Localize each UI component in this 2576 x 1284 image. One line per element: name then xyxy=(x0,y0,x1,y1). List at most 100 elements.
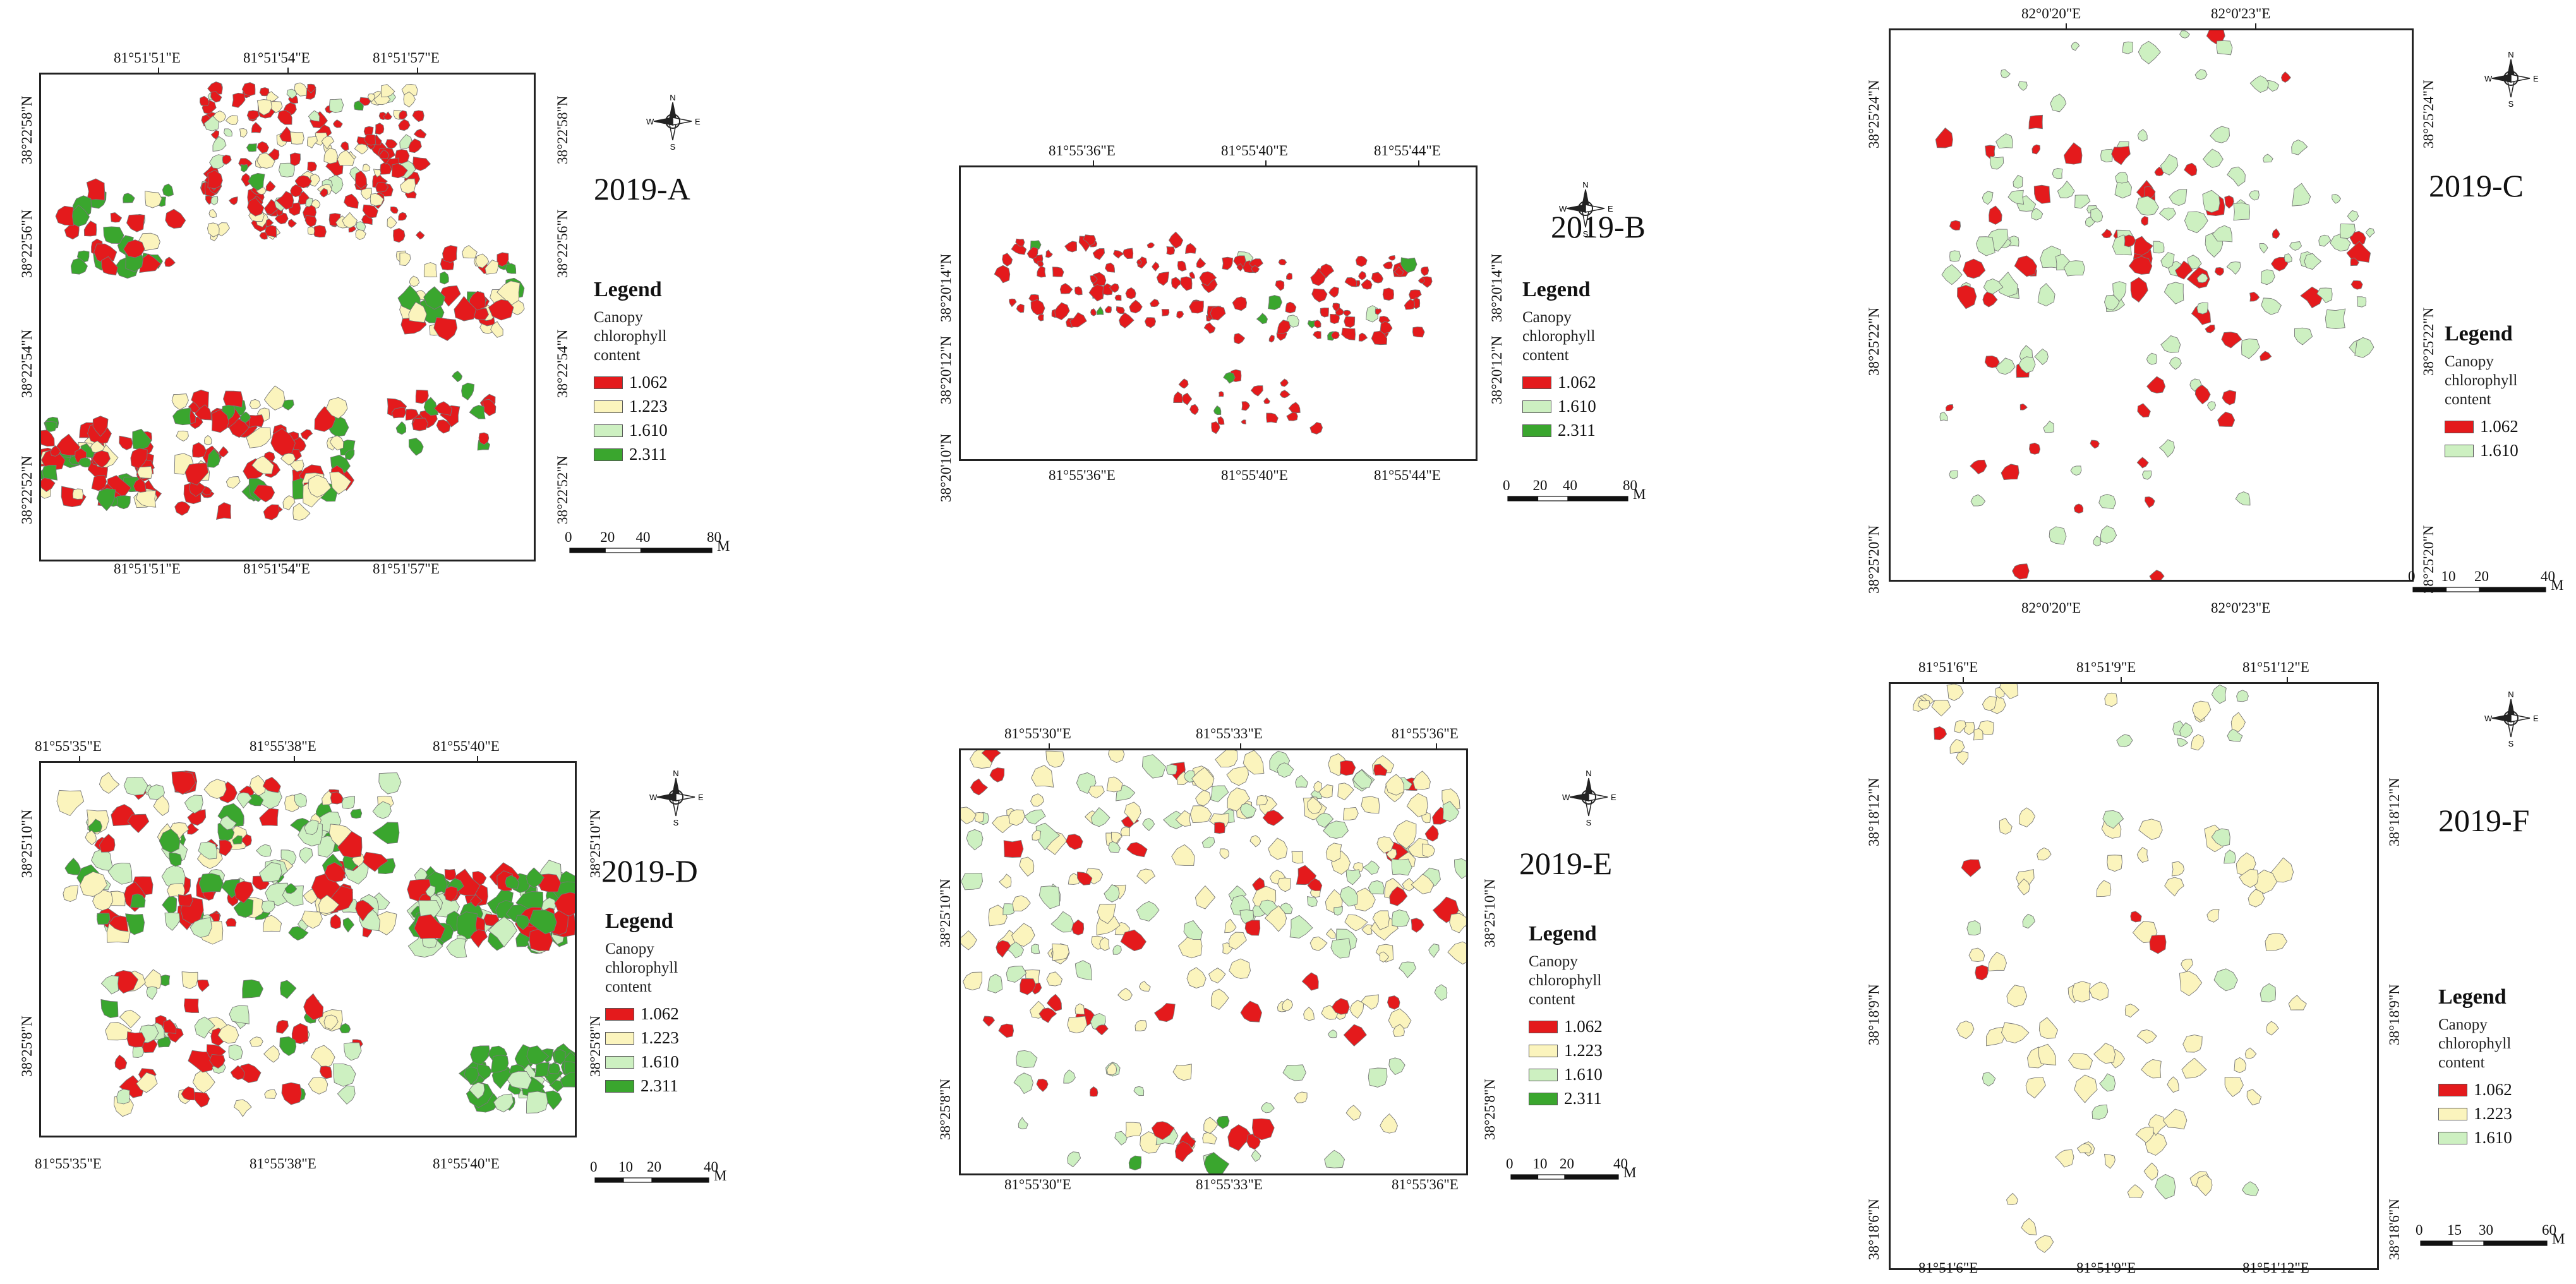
tree-canopy-1-610 xyxy=(2141,471,2152,480)
tree-canopy-1-062 xyxy=(1382,287,1394,301)
tree-canopy-1-062 xyxy=(1217,416,1225,425)
tree-canopy-1-223 xyxy=(1045,750,1065,768)
tree-canopy-1-062 xyxy=(1214,822,1225,834)
tree-canopy-1-062 xyxy=(391,163,408,179)
tree-canopy-1-062 xyxy=(1077,872,1093,885)
top-longitude-label: 81°55'36"E xyxy=(1049,143,1116,159)
tree-canopy-1-610 xyxy=(372,801,392,819)
tree-canopy-1-062 xyxy=(1090,275,1098,284)
tree-canopy-1-610 xyxy=(1112,944,1122,955)
tree-canopy-1-062 xyxy=(1059,283,1073,294)
scale-bar-label: 10 xyxy=(618,1159,633,1175)
legend-swatch xyxy=(2438,1131,2467,1144)
tree-canopy-1-062 xyxy=(248,414,265,428)
tree-canopy-1-610 xyxy=(294,793,308,808)
tree-canopy-1-610 xyxy=(286,88,298,99)
right-latitude-label: 38°25'24"N xyxy=(2421,80,2436,148)
tree-canopy-1-062 xyxy=(398,119,411,131)
tree-canopy-1-610 xyxy=(209,154,226,169)
tree-canopy-1-223 xyxy=(1917,700,1930,710)
tree-canopy-1-223 xyxy=(1352,862,1364,872)
tree-canopy-2-311 xyxy=(232,835,243,845)
tree-canopy-1-062 xyxy=(209,1053,226,1069)
legend-item: 2.311 xyxy=(605,1076,678,1096)
compass-point xyxy=(2491,74,2512,83)
tree-canopy-1-223 xyxy=(999,873,1012,889)
tree-canopy-1-062 xyxy=(2184,162,2198,177)
tree-canopy-1-062 xyxy=(1268,334,1275,343)
tree-canopy-1-062 xyxy=(1371,330,1388,345)
tree-canopy-2-311 xyxy=(162,183,174,197)
tree-canopy-1-062 xyxy=(2019,404,2028,411)
scale-bar-segment xyxy=(594,1177,624,1183)
tree-canopy-1-062 xyxy=(1203,322,1216,334)
tree-canopy-1-223 xyxy=(2271,857,2294,883)
legend-item-label: 1.062 xyxy=(2480,417,2519,436)
tree-canopy-1-062 xyxy=(192,442,207,458)
tree-canopy-1-610 xyxy=(1391,858,1412,876)
panel-title: 2019-C xyxy=(2429,168,2524,203)
map-frame-e xyxy=(959,748,1468,1175)
tree-canopy-1-062 xyxy=(1236,263,1244,272)
tree-canopy-1-610 xyxy=(2260,983,2277,1002)
legend-swatch xyxy=(594,400,623,413)
tree-canopy-1-062 xyxy=(469,291,486,311)
left-latitude-label: 38°18'12"N xyxy=(1866,777,1882,846)
tree-canopy-1-062 xyxy=(289,152,301,166)
tree-canopy-2-311 xyxy=(88,819,102,833)
tree-canopy-1-223 xyxy=(1008,809,1025,826)
bottom-longitude-label: 81°55'40"E xyxy=(433,1156,500,1172)
tree-canopy-1-062 xyxy=(126,214,145,232)
scale-bar-segment xyxy=(2479,587,2546,592)
tree-canopy-1-223 xyxy=(1243,750,1265,775)
tree-canopy-2-311 xyxy=(288,926,309,941)
tree-canopy-1-062 xyxy=(1147,242,1155,249)
tree-canopy-1-223 xyxy=(2001,1022,2030,1043)
tree-canopy-1-223 xyxy=(1349,1000,1364,1019)
tree-canopy-1-062 xyxy=(1199,271,1217,286)
top-longitude-label: 81°55'40"E xyxy=(433,738,500,754)
tree-canopy-1-223 xyxy=(992,815,1015,834)
graticule-tick xyxy=(1093,160,1094,165)
tree-canopy-1-610 xyxy=(2100,148,2113,163)
legend-item-label: 2.311 xyxy=(1558,421,1596,440)
canopy-map-f xyxy=(1913,684,2307,1253)
tree-canopy-1-062 xyxy=(330,791,344,805)
tree-canopy-1-062 xyxy=(982,1016,996,1027)
tree-canopy-1-223 xyxy=(2021,1218,2037,1235)
tree-canopy-1-223 xyxy=(1135,1020,1147,1031)
tree-canopy-2-311 xyxy=(440,271,449,285)
tree-canopy-1-610 xyxy=(265,882,291,906)
tree-canopy-1-062 xyxy=(478,432,490,445)
tree-canopy-1-062 xyxy=(1358,271,1367,280)
tree-canopy-1-062 xyxy=(2090,440,2100,449)
graticule-tick xyxy=(1240,743,1241,748)
tree-canopy-1-062 xyxy=(1065,834,1083,850)
compass-ring xyxy=(2503,71,2519,86)
tree-canopy-2-311 xyxy=(123,193,135,203)
tree-canopy-1-223 xyxy=(1949,738,1965,754)
tree-canopy-1-062 xyxy=(1970,459,1987,475)
tree-canopy-2-311 xyxy=(207,448,220,468)
tree-canopy-1-223 xyxy=(264,1089,277,1099)
tree-canopy-1-062 xyxy=(444,868,457,881)
tree-canopy-1-062 xyxy=(2349,231,2366,247)
tree-canopy-2-311 xyxy=(469,405,486,419)
tree-canopy-1-062 xyxy=(2194,385,2211,405)
scale-bar-label: 40 xyxy=(1563,477,1577,493)
tree-canopy-1-062 xyxy=(319,1065,332,1079)
tree-canopy-1-062 xyxy=(1286,272,1292,280)
tree-canopy-1-223 xyxy=(1191,767,1215,792)
tree-canopy-1-223 xyxy=(323,1014,339,1030)
tree-canopy-1-062 xyxy=(294,175,312,189)
tree-canopy-1-223 xyxy=(1249,835,1261,848)
tree-canopy-1-062 xyxy=(380,162,392,175)
tree-canopy-1-062 xyxy=(1064,241,1078,253)
tree-canopy-1-610 xyxy=(304,819,319,836)
tree-canopy-1-223 xyxy=(1229,932,1247,950)
tree-canopy-1-610 xyxy=(100,975,119,995)
legend-item-label: 1.610 xyxy=(641,1052,679,1071)
tree-canopy-1-062 xyxy=(1313,320,1321,328)
tree-canopy-1-062 xyxy=(1161,309,1170,316)
tree-canopy-2-311 xyxy=(464,1066,479,1086)
